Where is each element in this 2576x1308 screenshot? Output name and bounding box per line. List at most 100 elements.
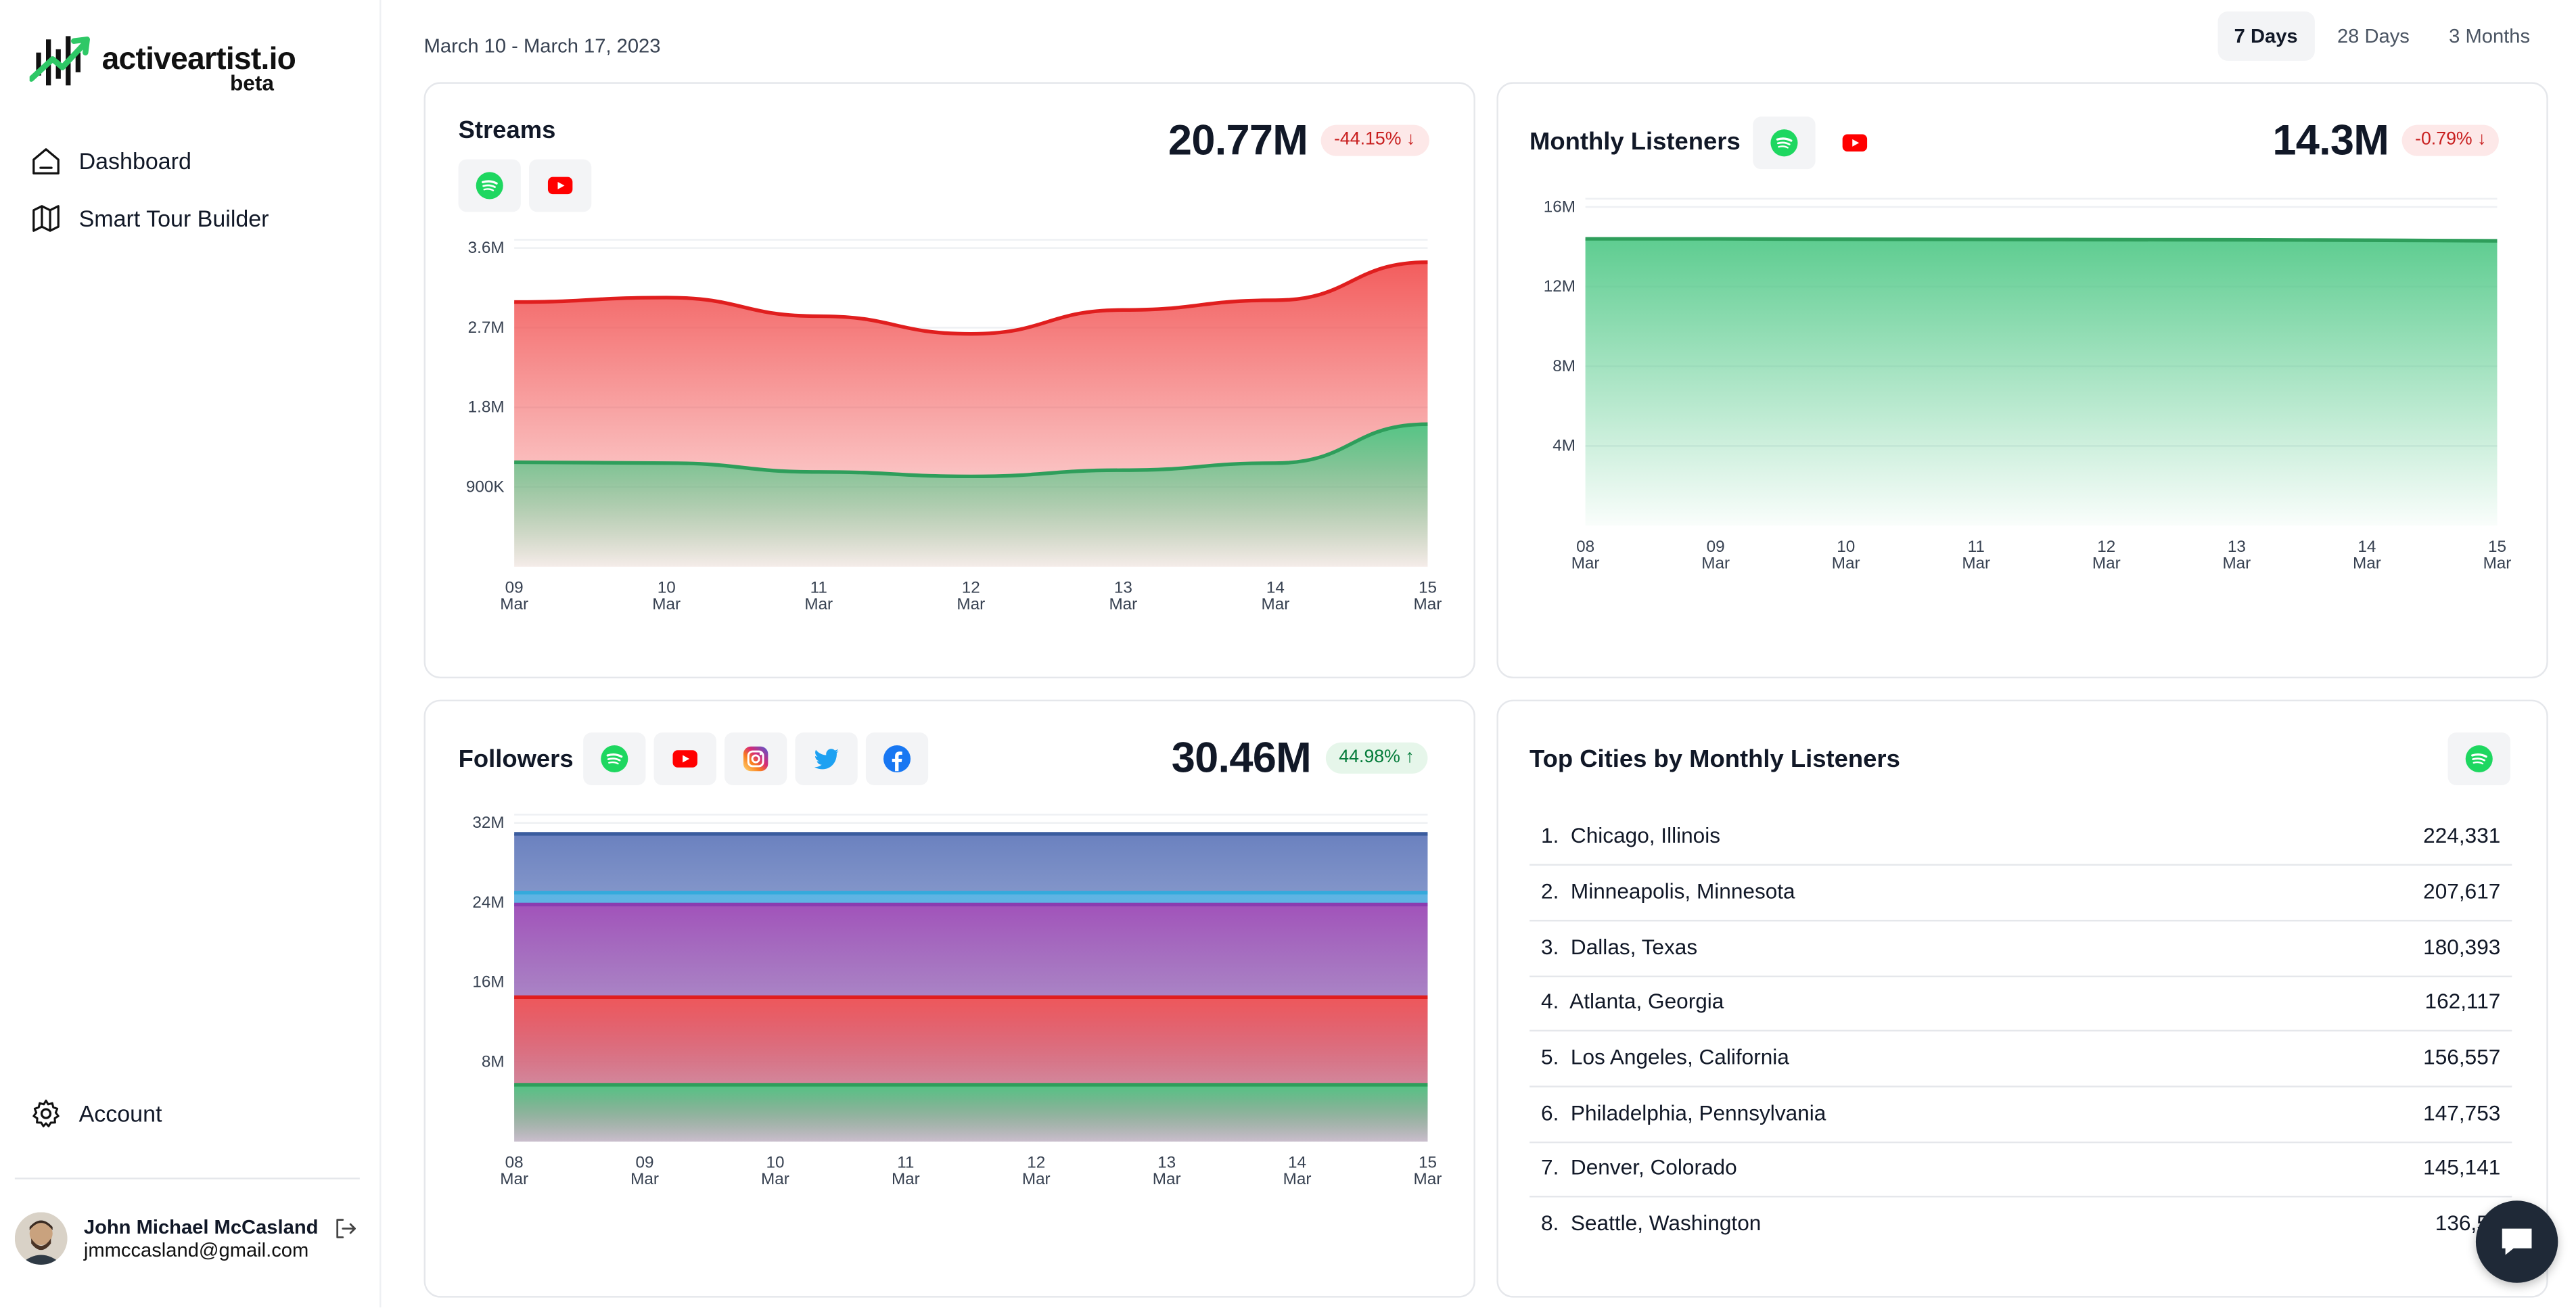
map-icon	[32, 205, 60, 232]
streams-youtube-button[interactable]	[529, 159, 592, 212]
x-tick-label: Mar	[652, 595, 681, 613]
tab-3-months[interactable]: 3 Months	[2449, 24, 2531, 48]
beta-label: beta	[230, 70, 274, 95]
x-tick-label: 11	[1968, 538, 1985, 556]
instagram-icon	[741, 744, 770, 774]
monthly-listeners-chart: 4M8M12M16M08Mar09Mar10Mar11Mar12Mar13Mar…	[1544, 197, 2512, 572]
x-tick-label: 12	[2097, 538, 2115, 556]
x-tick-label: 15	[2488, 538, 2506, 556]
x-tick-label: Mar	[2092, 554, 2121, 572]
city-listeners: 156,557	[2423, 1044, 2501, 1070]
home-icon	[32, 148, 60, 174]
sidebar-item-smart-tour-builder[interactable]: Smart Tour Builder	[30, 202, 269, 235]
list-item: 8. Seattle, Washington 136,55	[1530, 1197, 2512, 1251]
followers-facebook-button[interactable]	[865, 732, 929, 785]
sidebar-item-label: Dashboard	[78, 147, 191, 174]
y-tick-label: 32M	[472, 814, 504, 832]
ml-change-badge: -0.79% ↓	[2401, 124, 2500, 156]
tab-7-days[interactable]: 7 Days	[2217, 11, 2314, 61]
x-tick-label: Mar	[2222, 554, 2251, 572]
city-listeners: 224,331	[2423, 822, 2501, 848]
sidebar: activeartist.io beta Dashboard Smart Tou…	[0, 0, 382, 1308]
followers-twitter-button[interactable]	[795, 732, 858, 785]
list-item: 7. Denver, Colorado 145,141	[1530, 1142, 2512, 1198]
y-tick-label: 8M	[1552, 357, 1576, 375]
followers-spotify-button[interactable]	[583, 732, 646, 785]
series-line	[1585, 237, 2498, 243]
city-listeners: 147,753	[2423, 1100, 2501, 1125]
list-item: 1. Chicago, Illinois 224,331	[1530, 810, 2512, 866]
logo-icon	[29, 36, 90, 86]
streams-chart: 900K1.8M2.7M3.6M09Mar10Mar11Mar12Mar13Ma…	[466, 239, 1442, 613]
x-tick-label: 09	[1707, 538, 1725, 556]
arrow-up-icon: ↑	[1405, 747, 1414, 768]
spotify-icon	[1770, 128, 1799, 158]
sidebar-item-account[interactable]: Account	[30, 1097, 162, 1130]
x-tick-label: 11	[897, 1154, 914, 1172]
x-tick-label: 13	[2228, 538, 2246, 556]
series-area	[1585, 239, 2498, 526]
x-tick-label: Mar	[1571, 554, 1600, 572]
logout-icon[interactable]	[332, 1215, 359, 1242]
x-tick-label: 10	[658, 579, 676, 597]
x-tick-label: Mar	[804, 595, 833, 613]
y-tick-label: 1.8M	[468, 398, 505, 417]
top-cities-title: Top Cities by Monthly Listeners	[1530, 745, 1900, 774]
spotify-icon	[599, 744, 629, 774]
gear-icon	[32, 1099, 60, 1127]
x-tick-label: Mar	[1414, 1170, 1442, 1188]
list-item: 6. Philadelphia, Pennsylvania 147,753	[1530, 1088, 2512, 1144]
spotify-icon	[475, 171, 505, 201]
x-tick-label: Mar	[1414, 595, 1442, 613]
y-tick-label: 900K	[466, 477, 505, 496]
series-area	[514, 1084, 1428, 1142]
tab-28-days[interactable]: 28 Days	[2337, 24, 2410, 48]
city-rank: 5.	[1541, 1044, 1559, 1070]
city-name: Denver, Colorado	[1570, 1154, 1737, 1179]
app-name: activeartist.io	[101, 43, 296, 78]
app-logo[interactable]: activeartist.io beta	[29, 33, 309, 99]
followers-youtube-button[interactable]	[653, 732, 716, 785]
x-tick-label: 08	[505, 1154, 524, 1172]
city-rank: 3.	[1541, 934, 1559, 960]
y-tick-label: 16M	[1544, 197, 1576, 216]
monthly-listeners-title: Monthly Listeners	[1530, 128, 1741, 156]
x-tick-label: Mar	[1962, 554, 1990, 572]
city-listeners: 162,117	[2424, 989, 2501, 1014]
city-name: Chicago, Illinois	[1570, 822, 1721, 848]
x-tick-label: 08	[1576, 538, 1594, 556]
followers-title: Followers	[458, 745, 574, 774]
y-tick-label: 24M	[472, 893, 504, 912]
chat-button[interactable]	[2475, 1200, 2558, 1283]
arrow-down-icon: ↓	[2477, 129, 2487, 150]
city-name: Philadelphia, Pennsylvania	[1570, 1100, 1826, 1125]
ml-youtube-button[interactable]	[1824, 116, 1886, 169]
user-name: John Michael McCasland	[83, 1215, 319, 1239]
city-name: Atlanta, Georgia	[1569, 989, 1724, 1014]
sidebar-item-dashboard[interactable]: Dashboard	[30, 145, 191, 178]
city-rank: 1.	[1541, 822, 1559, 848]
twitter-icon	[812, 744, 842, 774]
avatar[interactable]	[14, 1212, 68, 1265]
streams-title: Streams	[458, 116, 556, 145]
spotify-icon	[2464, 744, 2494, 774]
x-tick-label: Mar	[761, 1170, 789, 1188]
top-cities-spotify-button[interactable]	[2447, 732, 2510, 785]
y-tick-label: 4M	[1552, 437, 1576, 455]
followers-chart: 8M16M24M32M08Mar09Mar10Mar11Mar12Mar13Ma…	[472, 814, 1442, 1188]
city-rank: 2.	[1541, 879, 1559, 904]
ml-spotify-button[interactable]	[1753, 116, 1816, 170]
youtube-icon	[670, 744, 700, 774]
y-tick-label: 16M	[472, 973, 504, 991]
x-tick-label: Mar	[957, 595, 985, 613]
streams-spotify-button[interactable]	[458, 159, 521, 212]
user-profile: John Michael McCasland jmmccasland@gmail…	[14, 1212, 368, 1271]
x-tick-label: Mar	[1262, 595, 1290, 613]
series-area	[514, 424, 1428, 567]
x-tick-label: 14	[2358, 538, 2376, 556]
followers-instagram-button[interactable]	[724, 732, 787, 785]
x-tick-label: 10	[1837, 538, 1855, 556]
monthly-listeners-total: 14.3M	[2272, 115, 2389, 164]
series-line	[514, 260, 1428, 336]
city-rank: 7.	[1541, 1154, 1559, 1179]
